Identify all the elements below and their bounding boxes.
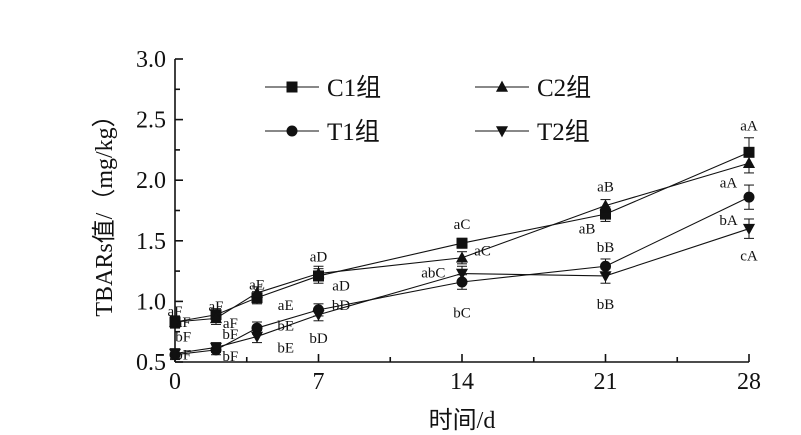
circle-marker [456,276,468,288]
triangle-up-marker [599,199,612,211]
y-tick-label: 2.0 [136,168,166,194]
x-axis-title: 时间/d [429,407,496,434]
x-tick-label: 14 [450,369,474,395]
triangle-up-marker [209,312,223,324]
significance-label: bE [277,340,294,356]
triangle-down-marker [168,348,182,360]
significance-label: bD [332,298,351,314]
triangle-up-marker [250,286,264,298]
square-marker [286,81,298,93]
significance-label: bF [222,349,238,365]
triangle-down-marker [599,271,612,283]
significance-labels: aF aFaFaEaEaDaDaCaCaBaBaAaAaFbFbFbFbFbEbE… [168,119,758,365]
significance-label: bF [175,348,191,364]
x-tick-label: 28 [737,369,761,395]
series-4 [168,218,756,360]
significance-label: bA [719,213,738,229]
significance-label: aE [249,277,265,293]
legend-label: T2组 [537,118,590,146]
significance-label: aC [474,243,491,259]
triangle-up-marker [742,156,756,168]
significance-label: bE [277,319,294,335]
triangle-down-marker [742,223,756,236]
square-marker [743,146,755,158]
square-marker [456,237,468,249]
triangle-down-marker [495,126,509,138]
series-group [168,137,756,361]
significance-label: aA [720,176,738,192]
significance-label: aF [209,299,224,315]
y-tick-label: 3.0 [136,47,166,73]
legend-item-1: C1组 [265,74,381,102]
y-tick-label: 0.5 [136,350,166,376]
legend-item-4: T2组 [475,118,590,146]
significance-label: aD [332,279,350,295]
series-1 [169,137,755,329]
significance-label: aF [168,304,183,320]
series-2 [168,153,756,329]
significance-label: cA [740,248,758,264]
legend-label: T1组 [327,118,380,146]
significance-label: aE [278,298,294,314]
significance-label: aF [176,315,191,331]
significance-label: bC [453,305,471,321]
triangle-up-marker [312,267,325,279]
significance-label: abC [421,265,445,281]
x-tick-label: 21 [594,369,618,395]
x-tick-label: 0 [169,369,181,395]
significance-label: aA [740,119,758,135]
x-tick-label: 7 [313,369,325,395]
significance-label: aB [579,222,596,238]
triangle-down-marker [312,309,325,322]
triangle-up-marker [455,251,469,263]
significance-label: bB [597,240,615,256]
square-marker [600,208,611,220]
significance-label: bD [309,331,328,347]
legend-item-2: C2组 [475,74,591,102]
triangle-down-marker [209,342,223,354]
significance-label: bB [597,297,615,313]
legend-label: C1组 [327,74,381,102]
circle-marker [286,125,298,137]
significance-label: bF [222,327,238,343]
y-axis-title: TBARs值/（mg/kg） [91,103,118,316]
significance-label: aB [597,179,614,195]
axes: 0.5 1.0 1.5 2.0 2.5 3.0 0 7 14 21 28 [136,47,761,395]
triangle-up-marker [495,80,509,92]
legend-label: C2组 [537,74,591,102]
significance-label: aC [454,217,471,233]
significance-label: aD [310,250,328,266]
triangle-down-marker [455,268,469,280]
significance-label: aF [223,316,238,332]
legend: C1组 C2组 T1组 T2组 [265,74,591,146]
triangle-down-marker [250,331,264,343]
y-tick-label: 1.5 [136,229,166,255]
circle-marker [743,191,755,203]
y-tick-label: 1.0 [136,289,166,315]
legend-item-3: T1组 [265,118,380,146]
significance-label: bF [175,330,191,346]
triangle-up-marker [168,315,182,327]
y-tick-label: 2.5 [136,108,166,134]
